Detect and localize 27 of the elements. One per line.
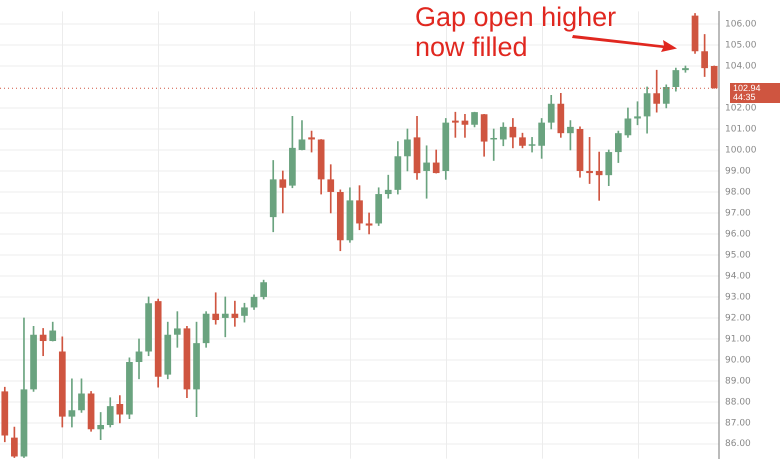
y-tick-label: 101.00 — [725, 124, 757, 134]
y-tick-label: 97.00 — [725, 208, 752, 218]
y-tick-label: 99.00 — [725, 166, 752, 176]
candlestick — [634, 101, 641, 126]
y-tick-label: 93.00 — [725, 292, 752, 302]
y-tick-label: 87.00 — [725, 418, 752, 428]
y-tick-label: 90.00 — [725, 355, 752, 366]
ref-line-label: 102.94 — [733, 83, 762, 94]
y-tick-label: 104.00 — [725, 61, 757, 72]
candlestick — [528, 137, 536, 152]
candlestick — [462, 114, 468, 138]
y-tick-label: 96.00 — [725, 229, 752, 240]
y-tick-label: 92.00 — [725, 313, 752, 324]
y-tick-label: 95.00 — [725, 250, 752, 260]
text: 44:35 — [733, 92, 757, 102]
annotation: Gap open higher now filled — [415, 2, 616, 62]
y-tick-label: 91.00 — [725, 334, 752, 344]
y-tick-label: 102.00 — [725, 103, 757, 114]
y-tick-label: 105.00 — [725, 40, 757, 50]
y-tick-label: 100.00 — [725, 145, 757, 156]
y-tick-label: 86.00 — [725, 439, 752, 450]
y-tick-label: 94.00 — [725, 271, 752, 282]
y-tick-label: 89.00 — [725, 376, 752, 386]
candlestick — [308, 130, 315, 152]
y-tick-label: 98.00 — [725, 187, 752, 198]
y-tick-label: 88.00 — [725, 397, 752, 408]
y-tick-label: 106.00 — [725, 19, 757, 30]
